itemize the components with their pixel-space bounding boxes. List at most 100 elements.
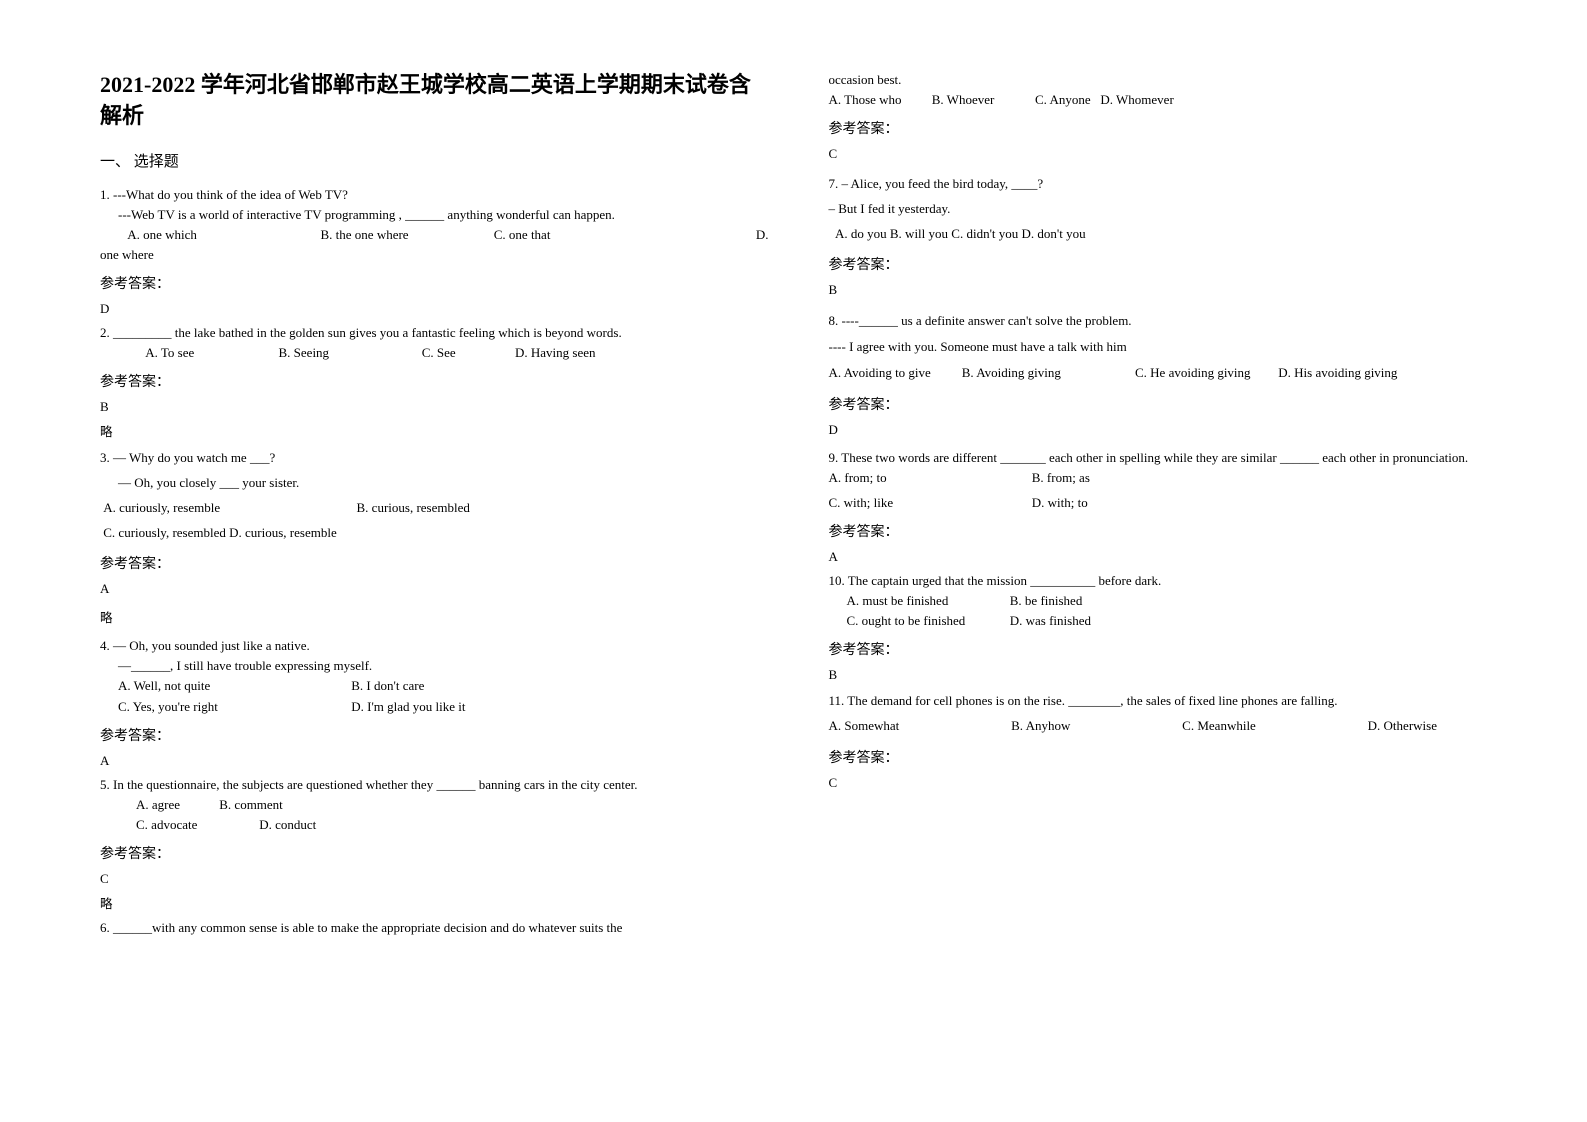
question-11: 11. The demand for cell phones is on the… <box>829 689 1498 738</box>
q11-optD: D. Otherwise <box>1368 714 1437 739</box>
q11-optC: C. Meanwhile <box>1182 714 1256 739</box>
q4-stem-1: 4. — Oh, you sounded just like a native. <box>100 636 769 656</box>
q5-optB: B. comment <box>219 797 283 812</box>
q8-optB: B. Avoiding giving <box>962 360 1132 386</box>
q10-optC: C. ought to be finished <box>847 611 1007 631</box>
q11-answer: C <box>829 775 1498 791</box>
q3-optB: B. curious, resembled <box>357 500 470 515</box>
q1-optC: C. one that <box>494 225 644 245</box>
question-5: 5. In the questionnaire, the subjects ar… <box>100 775 769 835</box>
question-2: 2. _________ the lake bathed in the gold… <box>100 323 769 363</box>
q7-answer: B <box>829 282 1498 298</box>
q8-optD: D. His avoiding giving <box>1278 365 1397 380</box>
q4-optD: D. I'm glad you like it <box>351 699 465 714</box>
q2-answer: B <box>100 399 769 415</box>
answer-label: 参考答案： <box>100 843 769 863</box>
q4-options-1: A. Well, not quite B. I don't care <box>100 676 769 696</box>
q4-optB: B. I don't care <box>351 678 424 693</box>
question-1: 1. ---What do you think of the idea of W… <box>100 185 769 266</box>
q7-stem-1: 7. – Alice, you feed the bird today, ___… <box>829 172 1498 197</box>
q1-stem-1: 1. ---What do you think of the idea of W… <box>100 185 769 205</box>
q6-options: A. Those who B. Whoever C. Anyone D. Who… <box>829 90 1498 110</box>
q1-optB: B. the one where <box>321 225 491 245</box>
answer-label: 参考答案： <box>829 254 1498 274</box>
q4-optA: A. Well, not quite <box>118 676 348 696</box>
q1-optA: A. one which <box>127 225 317 245</box>
q3-optCD: C. curiously, resembled D. curious, rese… <box>103 525 336 540</box>
answer-label: 参考答案： <box>100 725 769 745</box>
q3-options-1: A. curiously, resemble B. curious, resem… <box>100 496 769 521</box>
q8-answer: D <box>829 422 1498 438</box>
page-container: 2021-2022 学年河北省邯郸市赵王城学校高二英语上学期期末试卷含解析 一、… <box>0 0 1587 986</box>
q7-opts: A. do you B. will you C. didn't you D. d… <box>835 226 1086 241</box>
q6-optA: A. Those who <box>829 90 929 110</box>
answer-label: 参考答案： <box>829 639 1498 659</box>
question-6-partial: 6. ______with any common sense is able t… <box>100 918 769 938</box>
q4-options-2: C. Yes, you're right D. I'm glad you lik… <box>100 697 769 717</box>
right-column: occasion best. A. Those who B. Whoever C… <box>829 70 1498 946</box>
q9-optD: D. with; to <box>1032 495 1088 510</box>
q2-optD: D. Having seen <box>515 345 596 360</box>
q3-answer: A <box>100 581 769 597</box>
q9-options-1: A. from; to B. from; as <box>829 468 1498 488</box>
q6-optD: D. Whomever <box>1100 92 1173 107</box>
q1-answer: D <box>100 301 769 317</box>
q5-options-2: C. advocate D. conduct <box>100 815 769 835</box>
question-9: 9. These two words are different _______… <box>829 448 1498 512</box>
q1-optD-wrap: one where <box>100 245 769 265</box>
answer-label: 参考答案： <box>100 371 769 391</box>
question-3: 3. — Why do you watch me ___? — Oh, you … <box>100 446 769 545</box>
answer-label: 参考答案： <box>100 273 769 293</box>
q8-optC: C. He avoiding giving <box>1135 360 1275 386</box>
question-7: 7. – Alice, you feed the bird today, ___… <box>829 172 1498 246</box>
q6-stem-1: 6. ______with any common sense is able t… <box>100 918 769 938</box>
q1-stem-2: ---Web TV is a world of interactive TV p… <box>100 205 769 225</box>
q3-optA: A. curiously, resemble <box>103 496 353 521</box>
q6-optC: C. Anyone <box>1035 90 1091 110</box>
q5-options-1: A. agree B. comment <box>100 795 769 815</box>
q11-optA: A. Somewhat <box>829 714 900 739</box>
q5-answer: C <box>100 871 769 887</box>
q6-stem-2: occasion best. <box>829 70 1498 90</box>
q8-stem-1: 8. ----______ us a definite answer can't… <box>829 308 1498 334</box>
q10-answer: B <box>829 667 1498 683</box>
answer-label: 参考答案： <box>829 118 1498 138</box>
q10-options-1: A. must be finished B. be finished <box>829 591 1498 611</box>
q2-options: A. To see B. Seeing C. See D. Having see… <box>100 343 769 363</box>
q10-options-2: C. ought to be finished D. was finished <box>829 611 1498 631</box>
q11-optB: B. Anyhow <box>1011 714 1070 739</box>
q10-optD: D. was finished <box>1010 613 1091 628</box>
q3-note: 略 <box>100 607 769 626</box>
question-6-cont: occasion best. A. Those who B. Whoever C… <box>829 70 1498 110</box>
q6-answer: C <box>829 146 1498 162</box>
q2-optB: B. Seeing <box>279 343 419 363</box>
q5-note: 略 <box>100 893 769 912</box>
q5-optD: D. conduct <box>259 817 316 832</box>
q3-options-2: C. curiously, resembled D. curious, rese… <box>100 521 769 546</box>
answer-label: 参考答案： <box>100 553 769 573</box>
q9-answer: A <box>829 549 1498 565</box>
q6-optB: B. Whoever <box>932 90 1032 110</box>
q11-stem: 11. The demand for cell phones is on the… <box>829 689 1498 714</box>
q9-optA: A. from; to <box>829 468 1029 488</box>
q3-stem-2: — Oh, you closely ___ your sister. <box>100 471 769 496</box>
q4-answer: A <box>100 753 769 769</box>
answer-label: 参考答案： <box>829 394 1498 414</box>
q5-optC: C. advocate <box>136 815 256 835</box>
section-header-choice: 一、 选择题 <box>100 150 769 171</box>
question-10: 10. The captain urged that the mission _… <box>829 571 1498 631</box>
q7-stem-2: – But I fed it yesterday. <box>829 197 1498 222</box>
document-title: 2021-2022 学年河北省邯郸市赵王城学校高二英语上学期期末试卷含解析 <box>100 70 769 132</box>
q10-optB: B. be finished <box>1010 593 1083 608</box>
answer-label: 参考答案： <box>829 747 1498 767</box>
q4-stem-2: —______, I still have trouble expressing… <box>100 656 769 676</box>
q2-optA: A. To see <box>145 343 275 363</box>
q5-stem: 5. In the questionnaire, the subjects ar… <box>100 775 769 795</box>
q9-optC: C. with; like <box>829 493 1029 513</box>
answer-label: 参考答案： <box>829 521 1498 541</box>
q8-optA: A. Avoiding to give <box>829 360 959 386</box>
q2-stem: 2. _________ the lake bathed in the gold… <box>100 323 769 343</box>
q9-optB: B. from; as <box>1032 470 1090 485</box>
q9-stem: 9. These two words are different _______… <box>829 448 1498 468</box>
question-8: 8. ----______ us a definite answer can't… <box>829 308 1498 386</box>
